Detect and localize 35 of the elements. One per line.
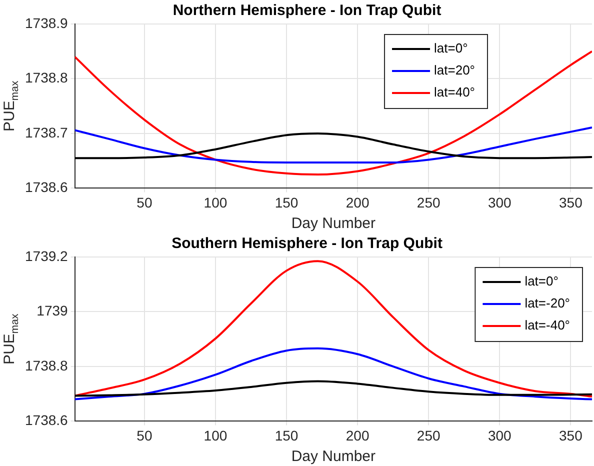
legend-label: lat=-20° xyxy=(524,296,570,311)
y-tick-label: 1738.6 xyxy=(24,179,68,196)
x-tick-label: 50 xyxy=(136,194,152,210)
y-tick-label: 1738.8 xyxy=(24,70,68,86)
x-tick-label: 100 xyxy=(204,194,228,210)
x-tick-label: 350 xyxy=(559,427,583,444)
x-tick-label: 150 xyxy=(274,427,298,444)
y-axis-title: PUEmax xyxy=(1,80,22,132)
y-tick-label: 1739.2 xyxy=(24,248,68,264)
legend-label: lat=0° xyxy=(434,40,468,56)
legend-label: lat=20° xyxy=(434,62,476,78)
x-tick-label: 150 xyxy=(274,194,298,210)
x-axis-title: Day Number xyxy=(291,448,376,466)
y-tick-label: 1738.9 xyxy=(24,14,68,31)
line-series xyxy=(74,380,592,397)
legend-label: lat=0° xyxy=(524,274,558,289)
x-tick-label: 100 xyxy=(204,427,228,444)
x-tick-label: 300 xyxy=(488,194,512,210)
x-tick-label: 200 xyxy=(346,427,370,444)
chart-title: Southern Hemisphere - Ion Trap Qubit xyxy=(172,235,442,252)
legend-label: lat=-40° xyxy=(524,318,570,333)
x-axis-title: Day Number xyxy=(291,215,376,232)
x-tick-label: 200 xyxy=(346,194,370,210)
chart-title: Northern Hemisphere - Ion Trap Qubit xyxy=(172,2,442,20)
y-tick-label: 1738.6 xyxy=(24,412,68,428)
y-tick-label: 1738.7 xyxy=(24,124,68,140)
legend-label: lat=40° xyxy=(434,84,476,100)
x-tick-label: 250 xyxy=(416,427,440,444)
x-tick-label: 250 xyxy=(416,194,440,210)
y-tick-label: 1738.8 xyxy=(24,357,68,374)
y-tick-label: 1739 xyxy=(36,302,68,319)
y-axis-title: PUEmax xyxy=(1,313,22,364)
x-tick-label: 50 xyxy=(136,427,152,444)
x-tick-label: 300 xyxy=(488,427,512,444)
x-tick-label: 350 xyxy=(559,194,583,210)
